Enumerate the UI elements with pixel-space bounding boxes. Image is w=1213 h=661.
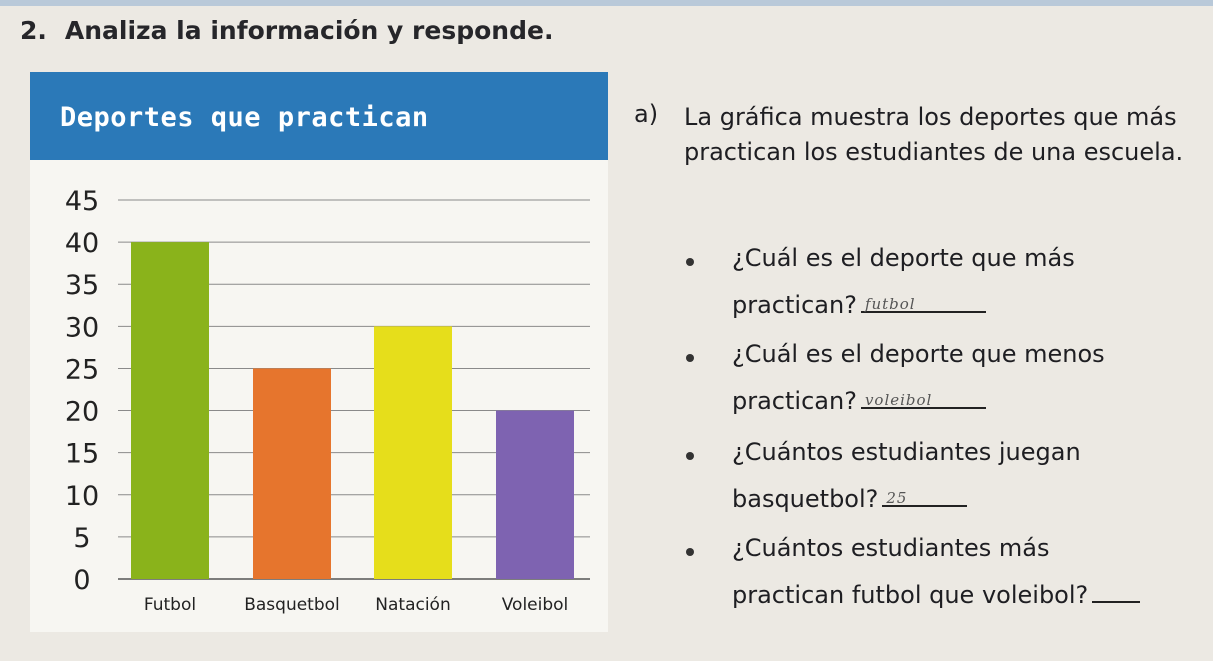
y-tick-label: 45 bbox=[65, 186, 99, 217]
question-text-end: practican? bbox=[732, 291, 857, 319]
question-text-end: practican? bbox=[732, 387, 857, 415]
y-tick-label: 0 bbox=[73, 565, 90, 596]
bar bbox=[253, 368, 331, 579]
y-tick-label: 20 bbox=[65, 397, 99, 428]
bullet-icon bbox=[686, 548, 694, 556]
bar bbox=[131, 242, 209, 579]
answer-blank[interactable]: futbol bbox=[860, 293, 986, 313]
question-text-cont: basquetbol? 25 bbox=[732, 485, 968, 513]
chart-title-band bbox=[30, 72, 608, 160]
handwritten-answer: 25 bbox=[886, 489, 908, 507]
y-tick-label: 40 bbox=[65, 228, 99, 259]
exercise-instruction: Analiza la información y responde. bbox=[64, 16, 554, 45]
bullet-icon bbox=[686, 354, 694, 362]
question-text-end: practican futbol que voleibol? bbox=[732, 581, 1089, 609]
bar bbox=[496, 410, 574, 579]
bullet-icon bbox=[686, 258, 694, 266]
y-tick-label: 10 bbox=[65, 481, 99, 512]
y-tick-label: 25 bbox=[65, 354, 99, 385]
x-category-label: Futbol bbox=[144, 595, 196, 615]
question-letter: a) bbox=[634, 100, 659, 128]
question-text-cont: practican futbol que voleibol? bbox=[732, 581, 1141, 609]
question-text: ¿Cuál es el deporte que más bbox=[732, 244, 1075, 272]
answer-blank[interactable]: 25 bbox=[882, 487, 968, 507]
question-text-cont: practican? voleibol bbox=[732, 387, 986, 415]
question-text-cont: practican? futbol bbox=[732, 291, 986, 319]
answer-blank[interactable]: voleibol bbox=[860, 389, 986, 409]
top-color-strip bbox=[0, 0, 1213, 6]
bar-chart-card: Deportes que practican 0 5 10 15 20 25 30 35 40 4… bbox=[30, 72, 608, 632]
y-tick-label: 35 bbox=[65, 270, 99, 301]
question-text: ¿Cuántos estudiantes más bbox=[732, 534, 1050, 562]
bullet-icon bbox=[686, 452, 694, 460]
answer-blank[interactable] bbox=[1092, 583, 1141, 603]
x-category-label: Basquetbol bbox=[244, 595, 340, 615]
exercise-number: 2. bbox=[20, 16, 47, 45]
question-text: ¿Cuántos estudiantes juegan bbox=[732, 438, 1081, 466]
bar bbox=[374, 326, 452, 579]
handwritten-answer: futbol bbox=[864, 295, 916, 313]
y-tick-label: 30 bbox=[65, 312, 99, 343]
y-tick-label: 5 bbox=[73, 523, 90, 554]
exercise-heading: 2. Analiza la información y responde. bbox=[20, 16, 553, 45]
chart-title: Deportes que practican bbox=[60, 102, 429, 133]
x-category-label: Natación bbox=[375, 595, 450, 615]
handwritten-answer: voleibol bbox=[864, 391, 933, 409]
question-text-end: basquetbol? bbox=[732, 485, 879, 513]
bar-chart: 0 5 10 15 20 25 30 35 40 45 Futbol Basquetbol Nataci… bbox=[65, 186, 590, 615]
y-tick-label: 15 bbox=[65, 439, 99, 470]
question-intro-text: La gráfica muestra los deportes que más … bbox=[684, 103, 1184, 166]
question-text: ¿Cuál es el deporte que menos bbox=[732, 340, 1105, 368]
x-category-label: Voleibol bbox=[502, 595, 569, 615]
